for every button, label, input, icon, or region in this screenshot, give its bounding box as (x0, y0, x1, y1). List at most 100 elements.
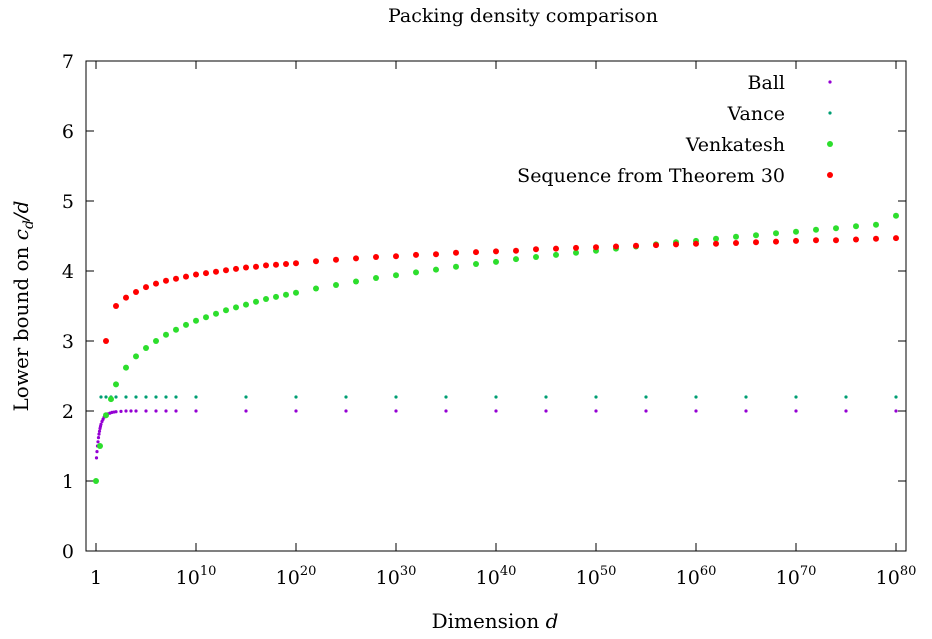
data-point (174, 395, 178, 399)
data-point (94, 456, 99, 460)
data-point (253, 263, 259, 270)
x-tick-label: 1030 (376, 564, 417, 589)
data-point (183, 321, 189, 328)
data-point (153, 338, 159, 344)
data-point (544, 409, 548, 413)
data-point (119, 409, 123, 413)
data-point (444, 395, 448, 399)
x-tick-label: 1070 (776, 564, 817, 589)
data-point (493, 248, 499, 255)
data-point (344, 409, 348, 413)
data-point (124, 395, 128, 399)
data-point (144, 395, 148, 399)
data-point (143, 284, 149, 291)
data-point (113, 303, 119, 309)
series-3 (103, 235, 899, 344)
data-point (413, 269, 419, 276)
x-axis-label-prefix: Dimension (432, 609, 546, 633)
y-axis-ticks: 0 1 2 3 4 5 6 7 (62, 51, 906, 563)
data-point (97, 429, 102, 433)
data-point (853, 223, 859, 230)
data-point (103, 338, 109, 344)
data-point (99, 395, 103, 399)
data-point (97, 443, 103, 449)
data-point (394, 395, 398, 399)
data-point (793, 228, 799, 235)
legend-marker (827, 141, 833, 147)
data-point (263, 262, 269, 269)
data-point (733, 240, 739, 246)
data-point (134, 409, 138, 413)
data-point (253, 298, 259, 305)
data-point (123, 364, 129, 371)
data-point (553, 245, 559, 252)
data-point (96, 440, 100, 444)
x-axis-label-var: d (546, 609, 559, 633)
x-tick-label: 1060 (676, 564, 717, 589)
data-point (273, 261, 279, 268)
data-point (544, 395, 548, 399)
data-point (644, 395, 648, 399)
data-point (773, 238, 779, 245)
data-point (293, 289, 299, 296)
data-point (744, 395, 748, 399)
data-point (353, 255, 359, 262)
data-point (573, 244, 579, 251)
data-point (293, 260, 299, 267)
data-point (223, 307, 229, 314)
data-point (173, 275, 179, 282)
data-point (344, 395, 348, 399)
x-axis-ticks: 1 1010 1020 1030 1040 1050 1060 1070 1080 (90, 61, 916, 589)
legend-label: Ball (748, 72, 785, 94)
data-point (333, 256, 339, 263)
y-tick-label: 1 (62, 471, 74, 493)
legend-label: Venkatesh (685, 134, 785, 156)
data-point (154, 409, 158, 413)
data-point (413, 251, 419, 258)
y-axis-label-sub: d (21, 220, 37, 229)
data-point (243, 264, 249, 271)
data-point (693, 240, 699, 247)
x-tick-label: 1020 (276, 564, 317, 589)
x-tick-label: 1 (90, 567, 102, 589)
series-0 (94, 409, 898, 460)
data-point (193, 271, 199, 278)
data-point (143, 345, 149, 351)
data-point (263, 296, 269, 302)
data-point (753, 239, 759, 246)
data-point (353, 278, 359, 285)
y-axis-label-suffix: /d (9, 201, 33, 223)
data-point (633, 242, 639, 249)
data-point (493, 258, 499, 265)
data-point (164, 409, 168, 413)
data-point (473, 261, 479, 267)
data-point (154, 395, 158, 399)
data-point (233, 265, 239, 272)
data-point (283, 261, 289, 267)
data-point (273, 293, 279, 300)
data-point (573, 249, 579, 256)
y-axis-label: Lower bound on cd/d (9, 201, 37, 412)
data-point (694, 409, 698, 413)
x-axis-label: Dimension d (432, 609, 559, 633)
data-point (653, 242, 659, 249)
data-point (213, 310, 219, 317)
data-point (223, 267, 229, 274)
data-point (894, 395, 898, 399)
data-point (513, 247, 519, 254)
y-axis-label-prefix: Lower bound on (9, 240, 33, 411)
data-point (129, 409, 133, 413)
data-point (294, 409, 298, 413)
data-point (593, 244, 599, 251)
data-point (444, 409, 448, 413)
data-point (793, 237, 799, 244)
data-point (203, 270, 209, 277)
data-point (213, 268, 219, 275)
data-point (744, 409, 748, 413)
data-point (294, 395, 298, 399)
data-point (233, 304, 239, 311)
legend: Ball Vance Venkatesh Sequence from Theorem … (517, 72, 833, 187)
data-point (433, 266, 439, 273)
data-point (124, 409, 128, 413)
data-point (794, 395, 798, 399)
